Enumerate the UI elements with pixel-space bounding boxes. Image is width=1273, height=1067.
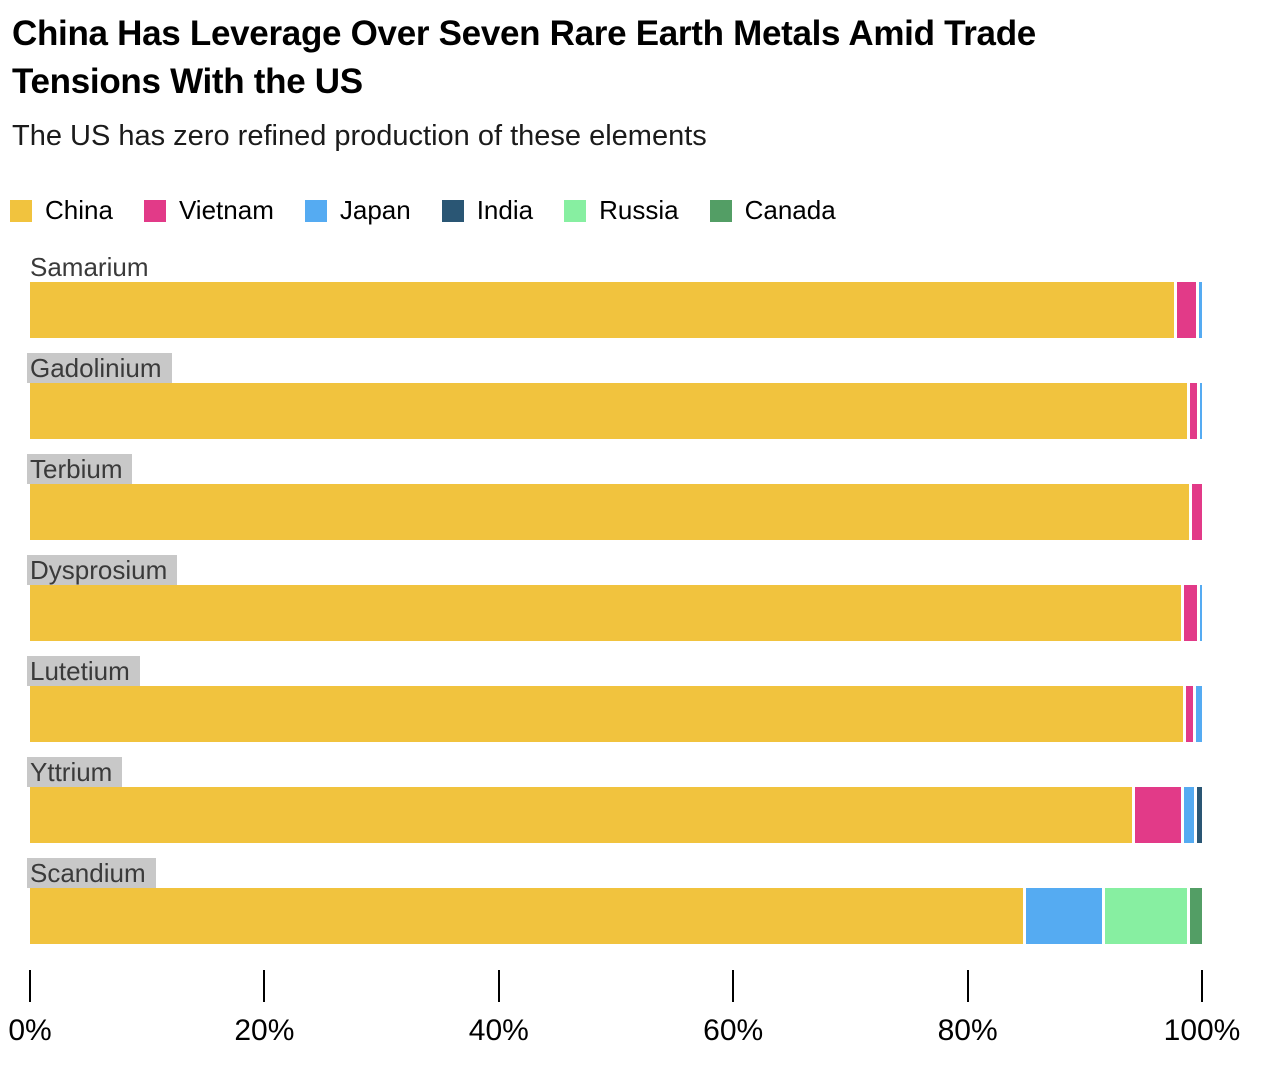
legend-label: Russia — [599, 195, 679, 225]
bar-segment-india — [1196, 787, 1202, 843]
axis-tick-label: 100% — [1163, 1014, 1241, 1047]
legend-item-china: China — [10, 195, 113, 226]
stacked-bar — [30, 383, 1203, 439]
chart-subtitle: The US has zero refined production of th… — [12, 120, 707, 152]
bar-segment-japan — [1025, 888, 1103, 944]
chart-row-gadolinium: Gadolinium — [27, 353, 1203, 439]
legend-item-japan: Japan — [304, 195, 411, 226]
chart-row-terbium: Terbium — [27, 454, 1202, 540]
stacked-bar — [30, 888, 1202, 944]
axis-tick — [732, 970, 735, 1002]
bar-segment-vietnam — [1192, 484, 1202, 540]
chart-title-line-1: China Has Leverage Over Seven Rare Earth… — [12, 14, 1036, 53]
legend-label: Vietnam — [178, 195, 274, 225]
legend-item-india: India — [441, 195, 534, 226]
category-label: Gadolinium — [27, 353, 172, 383]
category-label: Samarium — [30, 252, 149, 282]
bar-segment-japan — [1199, 282, 1202, 338]
axis-tick-label: 0% — [8, 1014, 52, 1047]
chart-rows: Samarium Gadolinium Terbium Dysprosium Lutet… — [27, 252, 1203, 944]
chart-row-samarium: Samarium — [30, 252, 1202, 338]
bar-segment-china — [30, 888, 1023, 944]
chart-title-line-2: Tensions With the US — [12, 62, 363, 101]
bar-segment-japan — [1200, 585, 1203, 641]
bar-segment-vietnam — [1183, 585, 1198, 641]
chart-row-scandium: Scandium — [27, 858, 1202, 944]
axis-tick — [29, 970, 31, 1002]
category-label: Scandium — [27, 858, 156, 888]
legend-item-vietnam: Vietnam — [143, 195, 274, 226]
legend-swatch-india — [441, 199, 464, 222]
axis-tick — [497, 970, 500, 1002]
axis-tick — [966, 970, 969, 1002]
axis-tick — [1201, 970, 1203, 1002]
bar-segment-china — [30, 686, 1184, 742]
legend-item-russia: Russia — [564, 195, 679, 226]
bar-segment-china — [30, 383, 1187, 439]
axis-tick-label: 40% — [468, 1014, 529, 1047]
category-label: Terbium — [27, 454, 133, 484]
legend-swatch-japan — [304, 199, 327, 222]
bar-segment-vietnam — [1176, 282, 1197, 338]
legend-swatch-russia — [564, 199, 587, 222]
category-label: Dysprosium — [27, 555, 178, 585]
legend-swatch-vietnam — [143, 199, 166, 222]
category-label: Yttrium — [27, 757, 123, 787]
legend-item-canada: Canada — [709, 195, 836, 226]
stacked-bar — [30, 686, 1202, 742]
bar-segment-china — [30, 484, 1190, 540]
bar-segment-japan — [1195, 686, 1202, 742]
axis-tick-label: 20% — [234, 1014, 295, 1047]
axis-tick-label: 80% — [937, 1014, 998, 1047]
bar-segment-china — [30, 787, 1132, 843]
bar-segment-vietnam — [1186, 686, 1193, 742]
legend: China Vietnam Japan India Russia Canada — [10, 195, 1273, 226]
category-label: Lutetium — [27, 656, 140, 686]
chart-row-yttrium: Yttrium — [27, 757, 1202, 843]
chart-row-dysprosium: Dysprosium — [27, 555, 1203, 641]
stacked-bar — [30, 484, 1202, 540]
legend-label: China — [45, 195, 113, 225]
stacked-bar — [30, 282, 1202, 338]
chart-header: China Has Leverage Over Seven Rare Earth… — [0, 0, 1273, 153]
axis-tick — [263, 970, 266, 1002]
bar-segment-vietnam — [1134, 787, 1181, 843]
bar-segment-russia — [1105, 888, 1187, 944]
legend-label: Japan — [339, 195, 411, 225]
bar-segment-japan — [1200, 383, 1203, 439]
chart-title: China Has Leverage Over Seven Rare Earth… — [12, 10, 1259, 106]
axis-tick-label: 60% — [703, 1014, 764, 1047]
chart-row-lutetium: Lutetium — [27, 656, 1202, 742]
bar-segment-china — [30, 585, 1181, 641]
legend-swatch-china — [10, 199, 32, 222]
legend-label: India — [476, 195, 534, 225]
legend-label: Canada — [744, 195, 836, 225]
x-axis: 0% 20% 40% 60% 80% 100% — [8, 970, 1240, 1062]
bar-segment-vietnam — [1189, 383, 1198, 439]
bar-segment-china — [30, 282, 1174, 338]
bar-segment-japan — [1183, 787, 1194, 843]
bar-segment-canada — [1189, 888, 1202, 944]
stacked-bar — [30, 585, 1203, 641]
legend-swatch-canada — [709, 199, 732, 222]
stacked-bar — [30, 787, 1202, 843]
